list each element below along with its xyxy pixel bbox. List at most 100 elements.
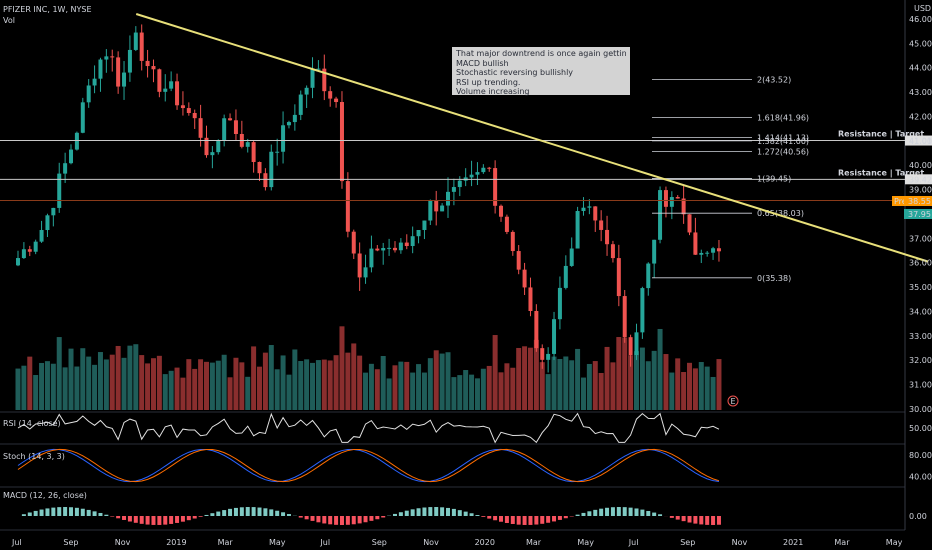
time-tick-label: 2019 bbox=[166, 538, 186, 547]
candle-body bbox=[575, 211, 580, 249]
candle-body bbox=[398, 242, 403, 251]
candle-body bbox=[27, 249, 32, 252]
macd-histogram-bar bbox=[640, 509, 645, 516]
time-tick-label: May bbox=[886, 538, 903, 547]
volume-bar bbox=[510, 367, 516, 410]
candle-body bbox=[139, 32, 144, 61]
volume-bar bbox=[333, 355, 339, 410]
time-tick-label: May bbox=[269, 538, 286, 547]
candle-body bbox=[387, 247, 392, 249]
downtrend-line[interactable] bbox=[135, 13, 929, 263]
fib-level-label: 1.382(41.00) bbox=[757, 137, 809, 146]
macd-histogram-bar bbox=[269, 509, 274, 516]
candle-body bbox=[251, 142, 256, 162]
macd-histogram-bar bbox=[392, 513, 397, 516]
trendline-segment bbox=[135, 13, 929, 263]
price-tick-label: 39.00 bbox=[909, 186, 932, 195]
volume-bar bbox=[27, 356, 33, 410]
macd-histogram-bar bbox=[634, 508, 639, 516]
candle-body bbox=[233, 120, 238, 134]
macd-histogram-bar bbox=[681, 516, 686, 522]
volume-bar bbox=[62, 367, 68, 410]
volume-bar bbox=[545, 374, 551, 410]
candle-body bbox=[557, 287, 562, 320]
candle-body bbox=[74, 132, 79, 150]
macd-histogram-bar bbox=[316, 516, 321, 523]
candle-body bbox=[569, 248, 574, 266]
volume-bar bbox=[569, 360, 575, 410]
candle-body bbox=[534, 310, 539, 349]
volume-bar bbox=[86, 356, 92, 410]
candle-body bbox=[163, 88, 168, 92]
volume-bar bbox=[156, 355, 162, 410]
macd-histogram-bar bbox=[175, 516, 180, 523]
volume-bar bbox=[315, 360, 321, 410]
macd-legend[interactable]: MACD (12, 26, close) bbox=[3, 491, 87, 500]
macd-histogram-bar bbox=[404, 510, 409, 516]
symbol-title[interactable]: PFIZER INC, 1W, NYSE bbox=[3, 5, 92, 14]
stoch-legend[interactable]: Stoch (14, 3, 3) bbox=[3, 452, 65, 461]
macd-histogram-bar bbox=[440, 507, 445, 516]
volume-bar bbox=[327, 360, 333, 410]
annotation-note[interactable]: That major downtrend is once again getti… bbox=[452, 47, 630, 96]
price-tick-label: 30.00 bbox=[909, 405, 932, 414]
volume-legend[interactable]: Vol bbox=[3, 16, 15, 25]
macd-histogram-bar bbox=[716, 516, 721, 525]
macd-histogram-bar bbox=[628, 507, 633, 516]
earnings-marker-label: E bbox=[731, 397, 736, 406]
volume-bar bbox=[557, 358, 563, 410]
candle-body bbox=[705, 252, 710, 254]
volume-bar bbox=[286, 374, 292, 410]
candle-body bbox=[175, 81, 180, 106]
volume-bar bbox=[92, 364, 98, 410]
volume-bar bbox=[527, 347, 533, 410]
note-line: Stochastic reversing bullishly bbox=[456, 68, 574, 78]
volume-bar bbox=[445, 352, 451, 410]
volume-bar bbox=[675, 358, 681, 410]
candle-body bbox=[410, 236, 415, 247]
candle-body bbox=[328, 91, 333, 99]
volume-bar bbox=[698, 362, 704, 410]
volume-bar bbox=[551, 356, 557, 410]
candle-body bbox=[381, 248, 386, 251]
macd-histogram-bar bbox=[610, 507, 615, 516]
volume-bar bbox=[651, 350, 657, 410]
candle-body bbox=[127, 49, 132, 73]
candle-body bbox=[21, 249, 26, 259]
candle-body bbox=[493, 168, 498, 206]
candle-body bbox=[457, 180, 462, 188]
volume-bar bbox=[692, 368, 698, 410]
volume-bar bbox=[486, 365, 492, 410]
volume-bar bbox=[351, 343, 357, 410]
volume-bar bbox=[580, 377, 586, 410]
earnings-marker-icon[interactable] bbox=[727, 395, 739, 407]
price-tick-label: 40.00 bbox=[909, 161, 932, 170]
candle-body bbox=[587, 206, 592, 208]
candle-body bbox=[275, 151, 280, 153]
fib-level-label: 1.272(40.56) bbox=[757, 148, 809, 157]
rsi-legend[interactable]: RSI (14, close) bbox=[3, 419, 61, 428]
macd-histogram-bar bbox=[222, 510, 227, 516]
macd-histogram-bar bbox=[63, 507, 68, 516]
volume-bar bbox=[463, 370, 469, 410]
volume-bar bbox=[604, 346, 610, 410]
volume-bar bbox=[492, 335, 498, 410]
macd-histogram-bar bbox=[675, 516, 680, 520]
macd-histogram-bar bbox=[499, 516, 504, 522]
candle-body bbox=[186, 108, 191, 113]
candle-body bbox=[522, 269, 527, 288]
candle-body bbox=[104, 56, 109, 60]
volume-bar bbox=[239, 362, 245, 410]
volume-bar bbox=[121, 357, 127, 410]
time-tick-label: Sep bbox=[63, 538, 78, 547]
volume-bar bbox=[233, 357, 239, 410]
macd-histogram-bar bbox=[21, 514, 26, 516]
volume-bar bbox=[180, 377, 186, 410]
volume-bar bbox=[439, 353, 445, 410]
resistance-label: Resistance | Target bbox=[838, 168, 924, 177]
candle-body bbox=[281, 125, 286, 152]
candle-body bbox=[605, 229, 610, 245]
candle-body bbox=[446, 191, 451, 206]
macd-histogram-bar bbox=[98, 512, 103, 516]
